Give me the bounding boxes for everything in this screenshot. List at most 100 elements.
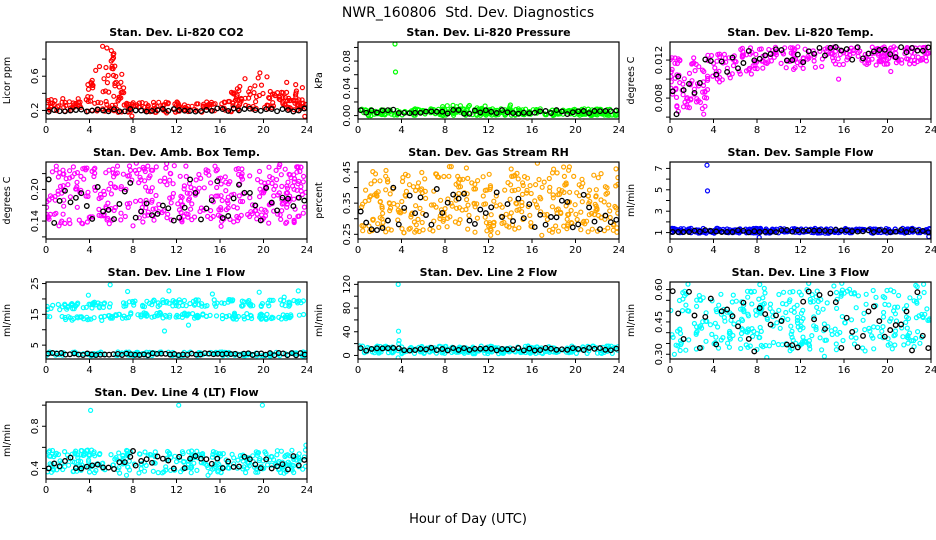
svg-text:16: 16 xyxy=(526,365,539,376)
svg-text:15: 15 xyxy=(30,308,41,321)
svg-text:25: 25 xyxy=(30,277,41,290)
subplot-amb-box-temp: Stan. Dev. Amb. Box Temp. degrees C 0 4 8 12 1… xyxy=(0,146,313,266)
svg-text:Stan. Dev. Amb. Box Temp.: Stan. Dev. Amb. Box Temp. xyxy=(93,146,260,159)
svg-text:0.00: 0.00 xyxy=(342,104,353,126)
plots-grid: Stan. Dev. Li-820 CO2 Licor ppm 0 4 8 12 16 20 2… xyxy=(0,26,936,506)
svg-text:20: 20 xyxy=(257,365,270,376)
svg-text:24: 24 xyxy=(613,245,624,256)
svg-text:Stan. Dev. Line 3 Flow: Stan. Dev. Line 3 Flow xyxy=(732,266,870,279)
svg-text:4: 4 xyxy=(398,245,404,256)
svg-text:24: 24 xyxy=(925,125,936,136)
svg-text:8: 8 xyxy=(130,125,136,136)
svg-text:5: 5 xyxy=(654,187,665,193)
svg-text:12: 12 xyxy=(482,365,495,376)
svg-text:Stan. Dev. Line 2 Flow: Stan. Dev. Line 2 Flow xyxy=(420,266,558,279)
svg-text:0.012: 0.012 xyxy=(654,46,665,75)
svg-text:16: 16 xyxy=(214,485,227,496)
svg-text:0.20: 0.20 xyxy=(30,178,41,200)
svg-text:12: 12 xyxy=(170,485,183,496)
plot-svg: Stan. Dev. Amb. Box Temp. degrees C 0 4 8 12 1… xyxy=(2,146,313,256)
svg-text:20: 20 xyxy=(569,245,582,256)
svg-text:0.45: 0.45 xyxy=(342,161,353,183)
svg-text:20: 20 xyxy=(881,125,894,136)
svg-text:4: 4 xyxy=(710,365,716,376)
svg-text:0: 0 xyxy=(355,245,361,256)
svg-text:12: 12 xyxy=(170,125,183,136)
svg-text:8: 8 xyxy=(754,365,760,376)
svg-text:12: 12 xyxy=(170,245,183,256)
plot-svg: Stan. Dev. Line 3 Flow ml/min 0 4 8 12 16 20 24 0… xyxy=(626,266,936,376)
svg-text:16: 16 xyxy=(526,245,539,256)
svg-text:5: 5 xyxy=(30,342,41,348)
svg-text:4: 4 xyxy=(86,485,92,496)
svg-text:ml/min: ml/min xyxy=(2,424,13,457)
svg-text:Licor ppm: Licor ppm xyxy=(2,57,13,104)
svg-text:0: 0 xyxy=(43,365,49,376)
svg-text:0.2: 0.2 xyxy=(30,102,41,118)
svg-text:16: 16 xyxy=(526,125,539,136)
svg-text:0.30: 0.30 xyxy=(654,343,665,365)
svg-text:0.45: 0.45 xyxy=(654,311,665,333)
svg-text:3: 3 xyxy=(654,208,665,214)
svg-text:Stan. Dev. Li-820 Pressure: Stan. Dev. Li-820 Pressure xyxy=(406,26,570,39)
svg-text:percent: percent xyxy=(314,182,325,219)
svg-text:Stan. Dev. Sample Flow: Stan. Dev. Sample Flow xyxy=(727,146,873,159)
svg-text:0: 0 xyxy=(355,365,361,376)
svg-text:0.6: 0.6 xyxy=(30,68,41,84)
plot-svg: Stan. Dev. Gas Stream RH percent 0 4 8 12 16 20… xyxy=(314,146,625,256)
svg-text:20: 20 xyxy=(881,365,894,376)
svg-text:0.008: 0.008 xyxy=(654,84,665,113)
svg-text:0: 0 xyxy=(667,245,673,256)
svg-text:7: 7 xyxy=(654,165,665,171)
svg-text:8: 8 xyxy=(130,485,136,496)
subplot-li820-temp: Stan. Dev. Li-820 Temp. degrees C 0 4 8 12 16 2… xyxy=(624,26,936,146)
svg-text:24: 24 xyxy=(301,245,312,256)
svg-text:16: 16 xyxy=(838,245,851,256)
svg-text:80: 80 xyxy=(342,302,353,315)
svg-text:24: 24 xyxy=(301,485,312,496)
svg-text:0: 0 xyxy=(43,125,49,136)
plot-svg: Stan. Dev. Sample Flow ml/min 0 4 8 12 16 20 24 1… xyxy=(626,146,936,256)
svg-text:16: 16 xyxy=(214,365,227,376)
svg-text:12: 12 xyxy=(482,125,495,136)
svg-text:ml/min: ml/min xyxy=(626,184,637,217)
svg-text:4: 4 xyxy=(86,125,92,136)
subplot-line1-flow: Stan. Dev. Line 1 Flow ml/min 0 4 8 12 16 20 24 5… xyxy=(0,266,313,386)
svg-text:12: 12 xyxy=(794,125,807,136)
svg-text:4: 4 xyxy=(86,245,92,256)
svg-text:0.08: 0.08 xyxy=(342,50,353,72)
subplot-line3-flow: Stan. Dev. Line 3 Flow ml/min 0 4 8 12 16 20 24 0… xyxy=(624,266,936,386)
svg-text:12: 12 xyxy=(482,245,495,256)
subplot-line2-flow: Stan. Dev. Line 2 Flow ml/min 0 4 8 12 16 20 24 0… xyxy=(312,266,625,386)
svg-text:20: 20 xyxy=(569,125,582,136)
svg-text:8: 8 xyxy=(130,245,136,256)
subplot-gas-stream-rh: Stan. Dev. Gas Stream RH percent 0 4 8 12 16 20… xyxy=(312,146,625,266)
svg-text:degrees C: degrees C xyxy=(626,56,637,104)
subplot-li820-pressure: Stan. Dev. Li-820 Pressure kPa 0 4 8 12 16 20 24… xyxy=(312,26,625,146)
svg-text:8: 8 xyxy=(754,125,760,136)
svg-text:24: 24 xyxy=(613,365,624,376)
svg-text:4: 4 xyxy=(86,365,92,376)
svg-text:0.60: 0.60 xyxy=(654,278,665,300)
svg-text:0.04: 0.04 xyxy=(342,77,353,99)
svg-text:degrees C: degrees C xyxy=(2,176,13,224)
svg-text:12: 12 xyxy=(794,365,807,376)
svg-text:4: 4 xyxy=(710,245,716,256)
svg-text:16: 16 xyxy=(214,245,227,256)
svg-text:20: 20 xyxy=(569,365,582,376)
svg-text:8: 8 xyxy=(130,365,136,376)
svg-text:Stan. Dev. Line 4 (LT) Flow: Stan. Dev. Line 4 (LT) Flow xyxy=(94,386,258,399)
svg-text:20: 20 xyxy=(257,485,270,496)
svg-text:8: 8 xyxy=(442,125,448,136)
svg-text:20: 20 xyxy=(257,245,270,256)
svg-text:0: 0 xyxy=(43,485,49,496)
svg-text:0.25: 0.25 xyxy=(342,223,353,245)
svg-text:16: 16 xyxy=(838,365,851,376)
x-axis-label: Hour of Day (UTC) xyxy=(409,512,527,527)
svg-text:0.4: 0.4 xyxy=(30,460,41,476)
svg-text:kPa: kPa xyxy=(314,72,325,89)
svg-text:20: 20 xyxy=(257,125,270,136)
svg-text:24: 24 xyxy=(301,125,312,136)
svg-text:40: 40 xyxy=(342,325,353,338)
